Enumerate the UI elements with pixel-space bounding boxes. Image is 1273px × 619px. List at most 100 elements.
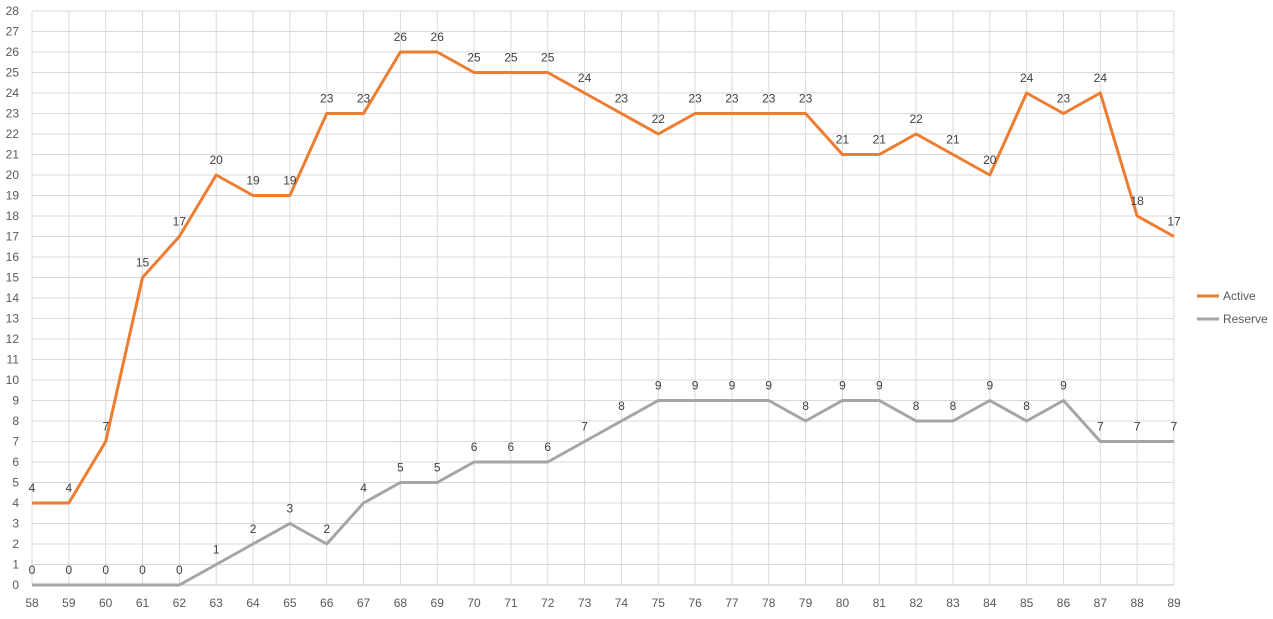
y-tick-label: 25 bbox=[6, 66, 20, 80]
y-tick-label: 4 bbox=[12, 496, 19, 510]
y-tick-label: 28 bbox=[6, 4, 20, 18]
x-tick-label: 66 bbox=[320, 596, 334, 610]
data-label-active: 24 bbox=[578, 71, 592, 85]
x-tick-label: 85 bbox=[1020, 596, 1034, 610]
data-label-reserve: 6 bbox=[471, 440, 478, 454]
y-tick-label: 22 bbox=[6, 127, 20, 141]
data-label-reserve: 7 bbox=[1171, 420, 1178, 434]
y-tick-label: 9 bbox=[12, 394, 19, 408]
data-label-reserve: 8 bbox=[913, 399, 920, 413]
data-label-reserve: 2 bbox=[323, 522, 330, 536]
x-tick-label: 58 bbox=[25, 596, 39, 610]
data-label-reserve: 9 bbox=[839, 379, 846, 393]
data-label-active: 25 bbox=[467, 51, 481, 65]
x-tick-label: 86 bbox=[1057, 596, 1071, 610]
y-tick-label: 0 bbox=[12, 578, 19, 592]
x-tick-label: 83 bbox=[946, 596, 960, 610]
x-tick-label: 74 bbox=[615, 596, 629, 610]
data-label-active: 23 bbox=[725, 92, 739, 106]
x-tick-label: 68 bbox=[394, 596, 408, 610]
y-tick-label: 7 bbox=[12, 435, 19, 449]
data-label-reserve: 9 bbox=[729, 379, 736, 393]
data-label-reserve: 7 bbox=[1097, 420, 1104, 434]
x-tick-label: 64 bbox=[246, 596, 260, 610]
data-label-active: 20 bbox=[983, 153, 997, 167]
x-axis-ticks: 58 59 60 61 62 63 64 65 66 67 68 69 70 71 72 73 74 75 76 77… bbox=[25, 596, 1181, 610]
x-tick-label: 72 bbox=[541, 596, 555, 610]
data-label-reserve: 7 bbox=[1134, 420, 1141, 434]
legend: Active Reserve bbox=[1197, 289, 1268, 326]
data-label-reserve: 0 bbox=[65, 563, 72, 577]
x-tick-label: 80 bbox=[836, 596, 850, 610]
data-label-reserve: 2 bbox=[250, 522, 257, 536]
x-tick-label: 82 bbox=[909, 596, 923, 610]
data-label-active: 23 bbox=[688, 92, 702, 106]
data-label-active: 21 bbox=[873, 133, 887, 147]
data-label-reserve: 5 bbox=[397, 461, 404, 475]
data-label-reserve: 0 bbox=[139, 563, 146, 577]
data-label-active: 24 bbox=[1020, 71, 1034, 85]
data-label-reserve: 9 bbox=[986, 379, 993, 393]
data-label-active: 25 bbox=[504, 51, 518, 65]
data-label-reserve: 0 bbox=[102, 563, 109, 577]
x-tick-label: 63 bbox=[210, 596, 224, 610]
x-tick-label: 62 bbox=[173, 596, 187, 610]
data-label-reserve: 6 bbox=[544, 440, 551, 454]
data-label-reserve: 0 bbox=[176, 563, 183, 577]
data-label-active: 17 bbox=[173, 215, 187, 229]
x-tick-label: 77 bbox=[725, 596, 739, 610]
data-label-active: 17 bbox=[1167, 215, 1181, 229]
x-tick-label: 70 bbox=[467, 596, 481, 610]
data-label-active: 18 bbox=[1130, 194, 1144, 208]
data-label-reserve: 8 bbox=[950, 399, 957, 413]
gridlines bbox=[31, 10, 1175, 586]
data-label-active: 26 bbox=[394, 30, 408, 44]
data-label-active: 19 bbox=[246, 174, 260, 188]
x-tick-label: 75 bbox=[652, 596, 666, 610]
y-tick-label: 13 bbox=[6, 312, 20, 326]
y-tick-label: 21 bbox=[6, 148, 20, 162]
data-label-active: 23 bbox=[762, 92, 776, 106]
data-label-active: 21 bbox=[946, 133, 960, 147]
data-label-reserve: 9 bbox=[655, 379, 662, 393]
legend-label-reserve: Reserve bbox=[1223, 312, 1268, 326]
x-tick-label: 65 bbox=[283, 596, 297, 610]
data-label-reserve: 9 bbox=[692, 379, 699, 393]
x-tick-label: 79 bbox=[799, 596, 813, 610]
x-tick-label: 87 bbox=[1094, 596, 1108, 610]
x-tick-label: 89 bbox=[1167, 596, 1181, 610]
series-line-reserve bbox=[32, 399, 1174, 587]
data-label-reserve: 8 bbox=[1023, 399, 1030, 413]
x-tick-label: 59 bbox=[62, 596, 76, 610]
data-label-active: 22 bbox=[652, 112, 666, 126]
data-label-reserve: 0 bbox=[29, 563, 36, 577]
y-tick-label: 12 bbox=[6, 332, 20, 346]
y-tick-label: 24 bbox=[6, 86, 20, 100]
x-tick-label: 88 bbox=[1130, 596, 1144, 610]
data-label-active: 21 bbox=[836, 133, 850, 147]
data-label-active: 26 bbox=[431, 30, 445, 44]
x-tick-label: 67 bbox=[357, 596, 371, 610]
data-label-reserve: 5 bbox=[434, 461, 441, 475]
data-label-reserve: 4 bbox=[360, 481, 367, 495]
y-tick-label: 15 bbox=[6, 271, 20, 285]
x-tick-label: 71 bbox=[504, 596, 518, 610]
data-label-active: 20 bbox=[210, 153, 224, 167]
x-tick-label: 73 bbox=[578, 596, 592, 610]
data-label-active: 23 bbox=[1057, 92, 1071, 106]
data-label-active: 23 bbox=[357, 92, 371, 106]
y-tick-label: 2 bbox=[12, 537, 19, 551]
data-label-active: 19 bbox=[283, 174, 297, 188]
data-label-reserve: 6 bbox=[508, 440, 515, 454]
y-tick-label: 6 bbox=[12, 455, 19, 469]
y-tick-label: 16 bbox=[6, 250, 20, 264]
data-label-active: 23 bbox=[320, 92, 334, 106]
y-tick-label: 3 bbox=[12, 517, 19, 531]
series-lines bbox=[32, 50, 1175, 587]
data-label-reserve: 9 bbox=[876, 379, 883, 393]
data-label-reserve: 8 bbox=[802, 399, 809, 413]
data-label-reserve: 1 bbox=[213, 543, 220, 557]
y-axis-ticks: 0123456789101112131415161718192021222324… bbox=[6, 4, 20, 592]
